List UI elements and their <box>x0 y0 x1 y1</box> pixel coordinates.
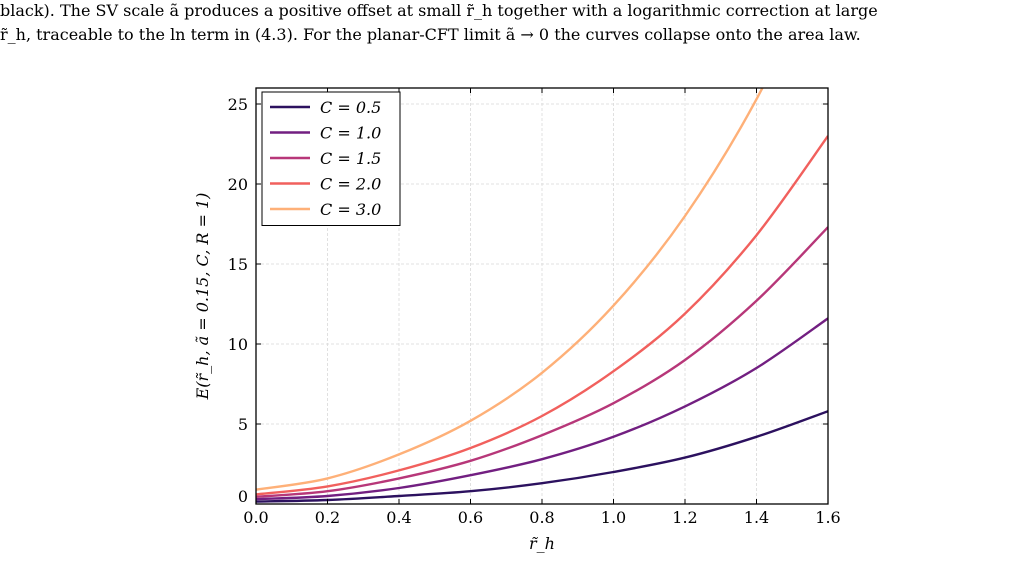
x-tick-label: 1.6 <box>815 508 840 527</box>
legend-label: C = 1.5 <box>320 149 381 168</box>
x-tick-label: 0.6 <box>458 508 483 527</box>
x-tick-label: 1.0 <box>601 508 626 527</box>
x-tick-label: 1.2 <box>672 508 697 527</box>
series-line <box>256 135 828 496</box>
legend-label: C = 0.5 <box>320 98 381 117</box>
y-tick-label: 5 <box>238 415 248 434</box>
y-tick-label: 25 <box>228 95 248 114</box>
series-line <box>256 410 828 503</box>
y-tick-label: 15 <box>228 255 248 274</box>
series-line <box>256 317 828 501</box>
x-tick-label: 0.0 <box>243 508 268 527</box>
caption-line-2: r̃_h, traceable to the ln term in (4.3).… <box>0 25 861 44</box>
data-series <box>256 88 828 503</box>
x-axis-label: r̃_h <box>529 534 555 553</box>
legend-label: C = 2.0 <box>320 175 381 194</box>
legend-label: C = 1.0 <box>320 124 381 143</box>
y-tick-labels: 0 5 10 15 20 25 <box>228 95 248 506</box>
x-tick-labels: 0.0 0.2 0.4 0.6 0.8 1.0 1.2 1.4 1.6 <box>243 508 840 527</box>
y-tick-label: 0 <box>238 487 248 506</box>
y-axis-label: E(r̃_h, ã = 0.15, C, R = 1) <box>193 193 212 401</box>
caption-line-1: black). The SV scale ã produces a positi… <box>0 1 878 20</box>
y-tick-label: 10 <box>228 335 248 354</box>
legend: C = 0.5 C = 1.0 C = 1.5 C = 2.0 C = 3.0 <box>261 91 401 226</box>
x-tick-label: 0.4 <box>386 508 411 527</box>
x-tick-label: 1.4 <box>744 508 769 527</box>
x-tick-label: 0.2 <box>315 508 340 527</box>
y-tick-label: 20 <box>228 175 248 194</box>
series-line <box>256 88 764 491</box>
axis-ticks <box>255 88 829 505</box>
x-tick-label: 0.8 <box>529 508 554 527</box>
series-line <box>256 226 828 498</box>
legend-label: C = 3.0 <box>320 200 381 219</box>
